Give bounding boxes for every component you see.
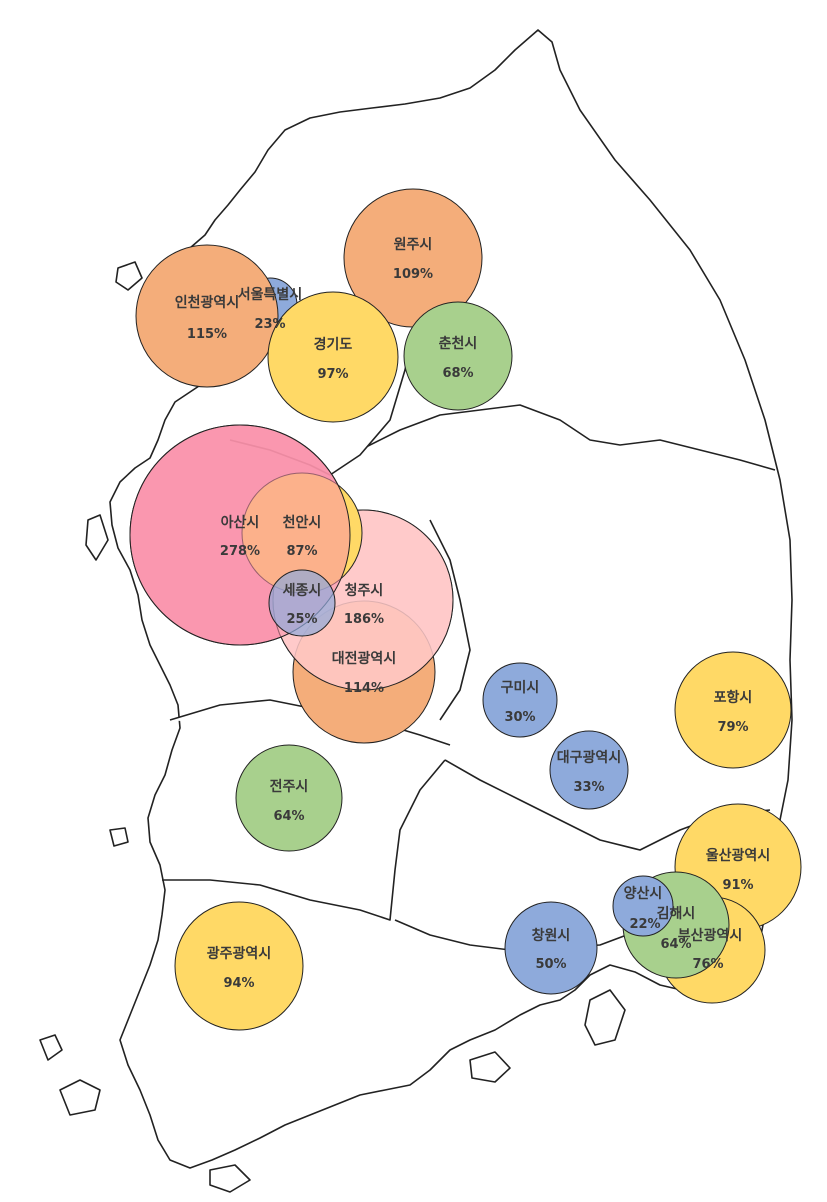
label-seoul-value: 23%: [254, 317, 285, 332]
bubble-chuncheon[interactable]: [403, 301, 513, 411]
island-anmyeon: [85, 514, 109, 561]
label-jeonju-name: 전주시: [270, 778, 309, 795]
label-sejong-value: 25%: [286, 612, 317, 627]
bubble-gyeonggi[interactable]: [267, 291, 399, 423]
bubble-circle: [674, 651, 792, 769]
bubble-circle: [504, 901, 598, 995]
label-daegu-name: 대구광역시: [557, 749, 621, 766]
bubble-gwangju[interactable]: [174, 901, 304, 1031]
boundary-gangwon: [319, 404, 776, 471]
label-gyeonggi-value: 97%: [317, 367, 348, 382]
label-cheongju-value: 186%: [344, 612, 384, 627]
island-sinan-2: [109, 827, 129, 847]
label-seoul-name: 서울특별시: [238, 286, 302, 303]
label-chuncheon-name: 춘천시: [439, 336, 478, 352]
label-gwangju-name: 광주광역시: [207, 945, 271, 962]
bubble-pohang[interactable]: [674, 651, 792, 769]
label-daejeon-value: 114%: [344, 681, 384, 696]
label-daegu-value: 33%: [573, 780, 604, 795]
label-gwangju-value: 94%: [223, 976, 254, 991]
label-gumi-value: 30%: [504, 710, 535, 725]
label-cheonan-value: 87%: [286, 544, 317, 559]
bubble-sejong[interactable]: [268, 569, 336, 637]
bubble-circle: [135, 244, 279, 388]
label-cheongju-name: 청주시: [345, 583, 384, 599]
label-changwon-name: 창원시: [532, 927, 571, 944]
label-incheon-name: 인천광역시: [175, 294, 239, 311]
label-gimhae-value: 64%: [660, 937, 691, 952]
bubble-layer: [129, 188, 802, 1031]
label-asan-name: 아산시: [221, 514, 260, 531]
label-gumi-name: 구미시: [501, 680, 540, 696]
bubble-jeonju[interactable]: [235, 744, 343, 852]
label-ulsan-name: 울산광역시: [706, 847, 770, 864]
label-yangsan-name: 양산시: [624, 885, 663, 902]
island-sinan-1: [39, 1034, 63, 1061]
label-wonju-name: 원주시: [394, 237, 433, 253]
label-pohang-value: 79%: [717, 720, 748, 735]
label-incheon-value: 115%: [187, 327, 227, 342]
label-cheonan-name: 천안시: [283, 514, 322, 531]
bubble-circle: [612, 875, 674, 937]
label-yangsan-value: 22%: [629, 917, 660, 932]
label-gyeonggi-name: 경기도: [314, 336, 353, 353]
bubble-incheon[interactable]: [135, 244, 279, 388]
label-busan-value: 76%: [692, 957, 723, 972]
island-namhae: [469, 1051, 511, 1083]
label-jeonju-value: 64%: [273, 809, 304, 824]
label-changwon-value: 50%: [535, 957, 566, 972]
label-asan-value: 278%: [220, 544, 260, 559]
label-daejeon-name: 대전광역시: [332, 650, 396, 667]
bubble-circle: [549, 730, 629, 810]
bubble-gumi[interactable]: [482, 662, 558, 738]
bubble-circle: [268, 569, 336, 637]
bubble-circle: [482, 662, 558, 738]
bubble-circle: [174, 901, 304, 1031]
bubble-daegu[interactable]: [549, 730, 629, 810]
label-ulsan-value: 91%: [722, 878, 753, 893]
bubble-circle: [235, 744, 343, 852]
label-sejong-name: 세종시: [283, 583, 322, 599]
label-gimhae-name: 김해시: [657, 905, 696, 922]
label-layer: 아산시 278% 천안시 87% 세종시 25% 청주시 186% 대전광역시 …: [175, 237, 770, 991]
label-chuncheon-value: 68%: [442, 366, 473, 381]
label-wonju-value: 109%: [393, 267, 433, 282]
island-jindo: [59, 1079, 101, 1116]
island-ganghwa: [115, 261, 143, 291]
label-pohang-name: 포항시: [714, 689, 753, 706]
bubble-changwon[interactable]: [504, 901, 598, 995]
island-geoje: [584, 989, 626, 1046]
bubble-yangsan[interactable]: [612, 875, 674, 937]
bubble-circle: [403, 301, 513, 411]
island-wando: [209, 1164, 251, 1193]
bubble-circle: [267, 291, 399, 423]
label-busan-name: 부산광역시: [678, 927, 742, 944]
